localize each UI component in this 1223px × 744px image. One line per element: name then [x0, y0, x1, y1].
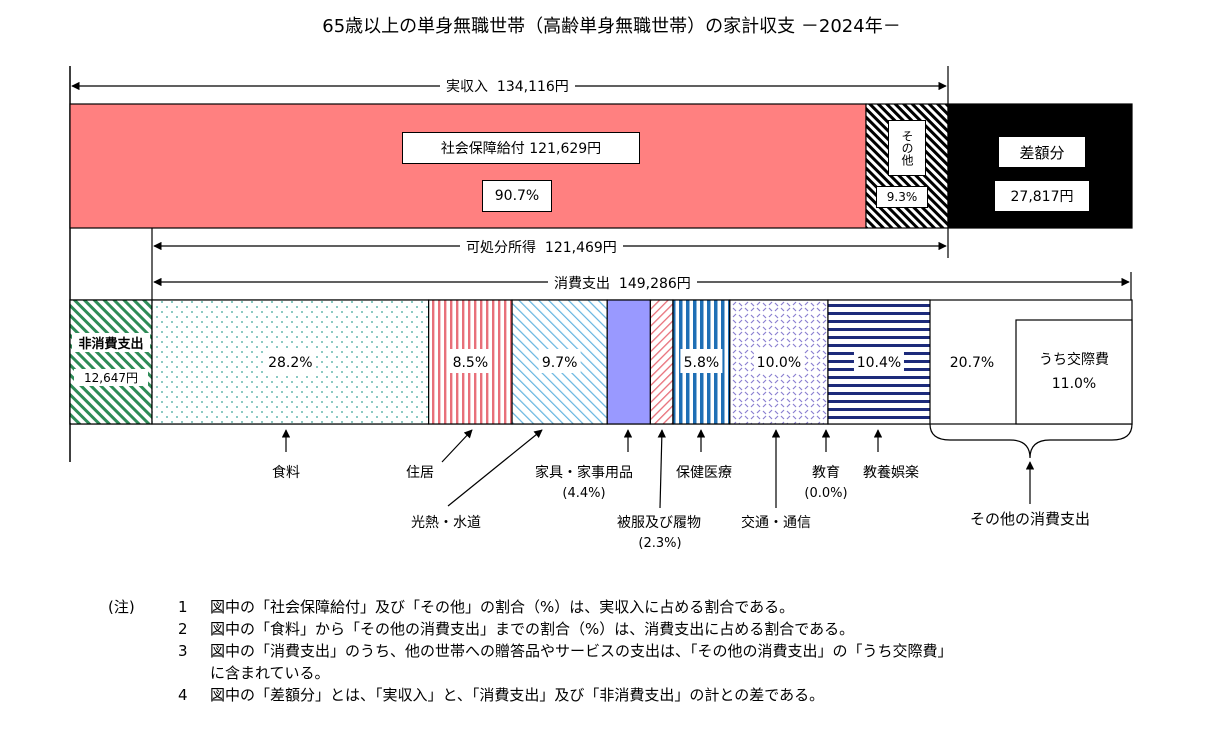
note-number: 4 — [178, 686, 188, 704]
segment-pct-food: 28.2% — [268, 355, 312, 371]
category-label-medical: 保健医療 — [676, 465, 732, 481]
segment-furniture — [606, 299, 651, 425]
entertainment-label: うち交際費 — [1039, 351, 1109, 368]
note-number: 2 — [178, 620, 188, 638]
disposable-label: 可処分所得 121,469円 — [460, 237, 623, 257]
category-label-furniture: 家具・家事用品 — [535, 465, 633, 481]
segment-pct-other-consumption: 20.7% — [950, 355, 994, 371]
segment-entertainment-subbox — [1015, 319, 1133, 425]
category-label-recreation: 教養娯楽 — [863, 465, 919, 481]
category-label-housing: 住居 — [406, 465, 434, 481]
category-pct-furniture: (4.4%) — [562, 486, 606, 501]
income-bar — [69, 103, 1133, 229]
segment-label-bg — [538, 349, 581, 373]
category-label-food: 食料 — [272, 465, 300, 481]
category-label-education: 教育 — [812, 465, 840, 481]
segment-pct-recreation: 10.4% — [857, 355, 901, 371]
social-security-label-box: 社会保障給付 121,629円 — [402, 132, 640, 164]
social-security-pct-box: 90.7% — [482, 180, 552, 212]
note-text: に含まれている。 — [210, 664, 330, 682]
segment-pct-transport: 10.0% — [757, 355, 801, 371]
note-number: 3 — [178, 642, 188, 660]
income-label: 実収入 134,116円 — [440, 76, 575, 96]
category-pct-education: (0.0%) — [804, 486, 848, 501]
segment-label-bg — [680, 349, 723, 373]
segment-pct-medical: 5.8% — [684, 355, 720, 371]
category-label-utilities: 光熱・水道 — [411, 515, 481, 531]
notes-heading: (注) — [108, 598, 135, 616]
segment-label-bg — [265, 349, 316, 373]
segment-label-bg — [449, 349, 492, 373]
other-consumption-brace — [929, 423, 1133, 459]
note-text: 図中の「食料」から「その他の消費支出」までの割合（%）は、消費支出に占める割合で… — [210, 620, 855, 638]
category-label-clothing: 被服及び履物 — [617, 515, 701, 531]
segment-label-bg — [853, 349, 904, 373]
note-text: 図中の「消費支出」のうち、他の世帯への贈答品やサービスの支出は、「その他の消費支… — [210, 642, 953, 660]
expense-bar: 28.2% 8.5% 9.7% 5.8% 10.0% 10.4% 20.7% うち交際費 11.… — [69, 299, 1133, 425]
household-budget-chart: 28.2% 8.5% 9.7% 5.8% 10.0% 10.4% 20.7% うち交際費 11.… — [69, 66, 1133, 509]
chart-title: 65歳以上の単身無職世帯（高齢単身無職世帯）の家計収支 －2024年－ — [322, 16, 901, 37]
segment-non-consumption — [69, 299, 153, 425]
deficit-value-box: 27,817円 — [994, 180, 1090, 212]
entertainment-pct: 11.0% — [1052, 376, 1096, 392]
arrow-utilities — [447, 429, 543, 507]
consumption-label: 消費支出 149,286円 — [548, 273, 697, 293]
note-number: 1 — [178, 598, 188, 616]
other-income-pct-box: 9.3% — [876, 186, 928, 208]
arrow-clothing — [657, 429, 667, 509]
segment-label-bg — [753, 349, 804, 373]
category-label-transport: 交通・通信 — [741, 515, 811, 531]
category-label-other-consumption: その他の消費支出 — [969, 510, 1090, 528]
other-income-label-box: その他 — [888, 120, 926, 176]
pointer-arrows — [281, 423, 1133, 509]
segment-clothing — [649, 299, 674, 425]
segment-pct-housing: 8.5% — [453, 355, 489, 371]
non-consumption-label: 非消費支出 — [72, 333, 150, 352]
category-pct-clothing: (2.3%) — [638, 536, 682, 551]
arrow-housing — [441, 429, 473, 463]
deficit-label-box: 差額分 — [998, 136, 1086, 168]
segment-social-security — [69, 103, 867, 229]
note-text: 図中の「社会保障給付」及び「その他」の割合（%）は、実収入に占める割合である。 — [210, 598, 795, 616]
non-consumption-value: 12,647円 — [74, 369, 148, 386]
note-text: 図中の「差額分」とは、「実収入」と、「消費支出」及び「非消費支出」の計との差であ… — [210, 686, 825, 704]
segment-pct-utilities: 9.7% — [542, 355, 578, 371]
